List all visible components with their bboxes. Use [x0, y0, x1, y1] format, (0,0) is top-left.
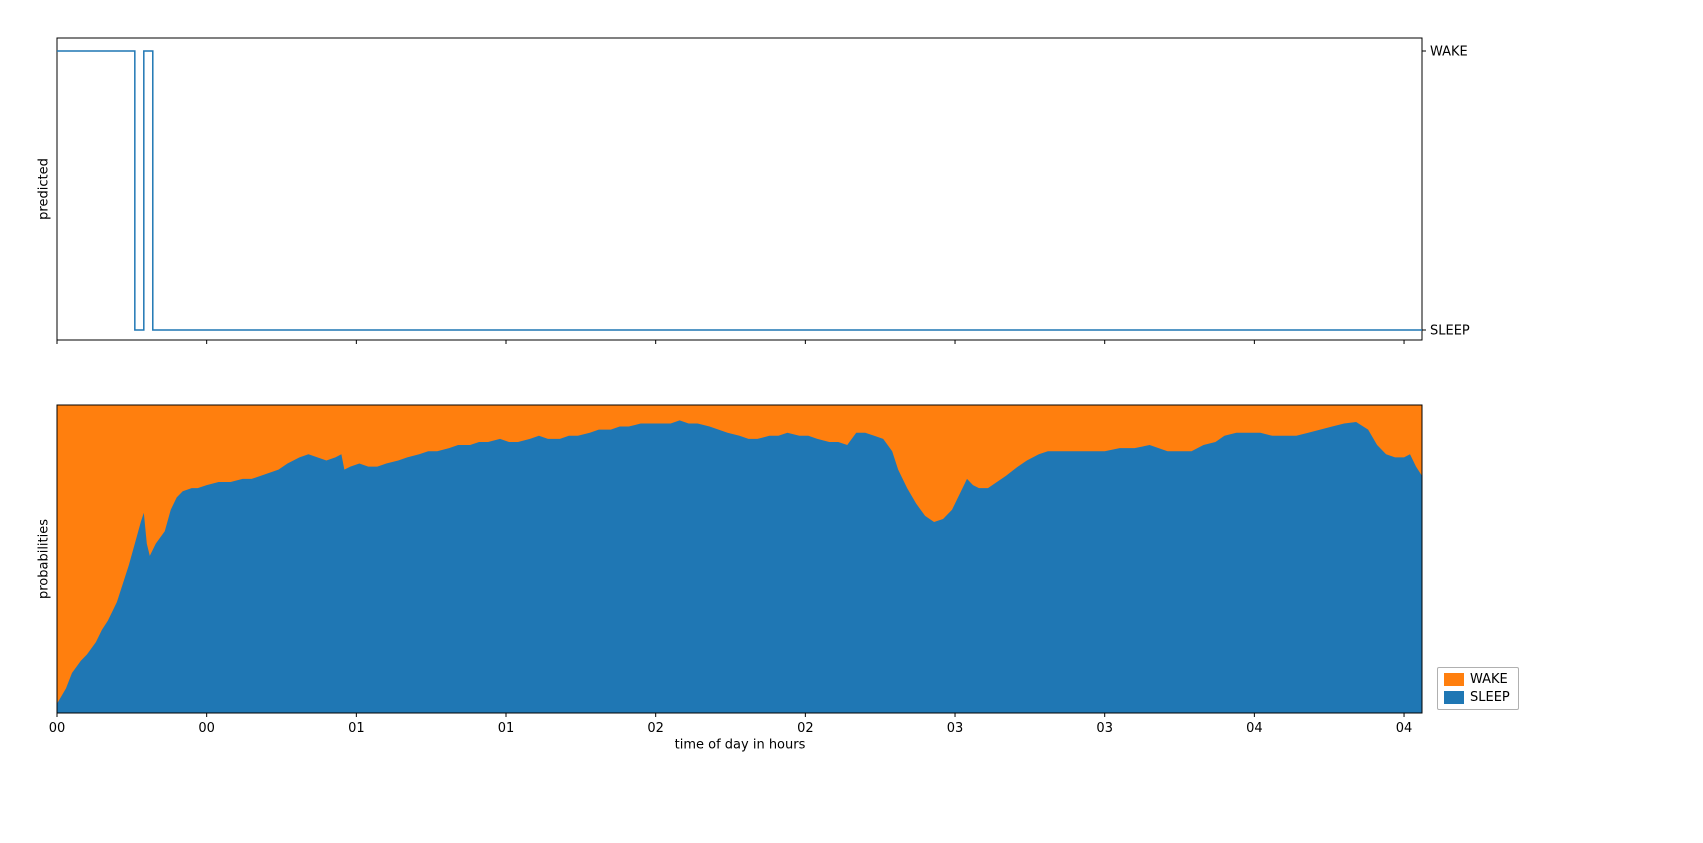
svg-text:03: 03: [1096, 721, 1113, 736]
wake-color-swatch: [1444, 673, 1464, 686]
legend-item-sleep: SLEEP: [1444, 690, 1510, 705]
legend-label-wake: WAKE: [1470, 672, 1508, 687]
svg-text:00: 00: [49, 721, 66, 736]
probabilities-y-axis-label: probabilities: [36, 518, 52, 600]
x-axis-label: time of day in hours: [674, 737, 806, 753]
svg-text:02: 02: [797, 721, 814, 736]
svg-text:04: 04: [1246, 721, 1263, 736]
svg-text:04: 04: [1396, 721, 1413, 736]
legend-label-sleep: SLEEP: [1470, 690, 1510, 705]
svg-text:03: 03: [947, 721, 964, 736]
svg-text:01: 01: [348, 721, 365, 736]
legend: WAKE SLEEP: [1437, 667, 1519, 710]
svg-text:02: 02: [647, 721, 664, 736]
svg-text:00: 00: [198, 721, 215, 736]
legend-item-wake: WAKE: [1444, 672, 1510, 687]
svg-text:WAKE: WAKE: [1430, 45, 1468, 60]
predicted-y-axis-label: predicted: [36, 158, 52, 220]
svg-text:01: 01: [498, 721, 515, 736]
svg-text:SLEEP: SLEEP: [1430, 324, 1470, 339]
sleep-color-swatch: [1444, 691, 1464, 704]
